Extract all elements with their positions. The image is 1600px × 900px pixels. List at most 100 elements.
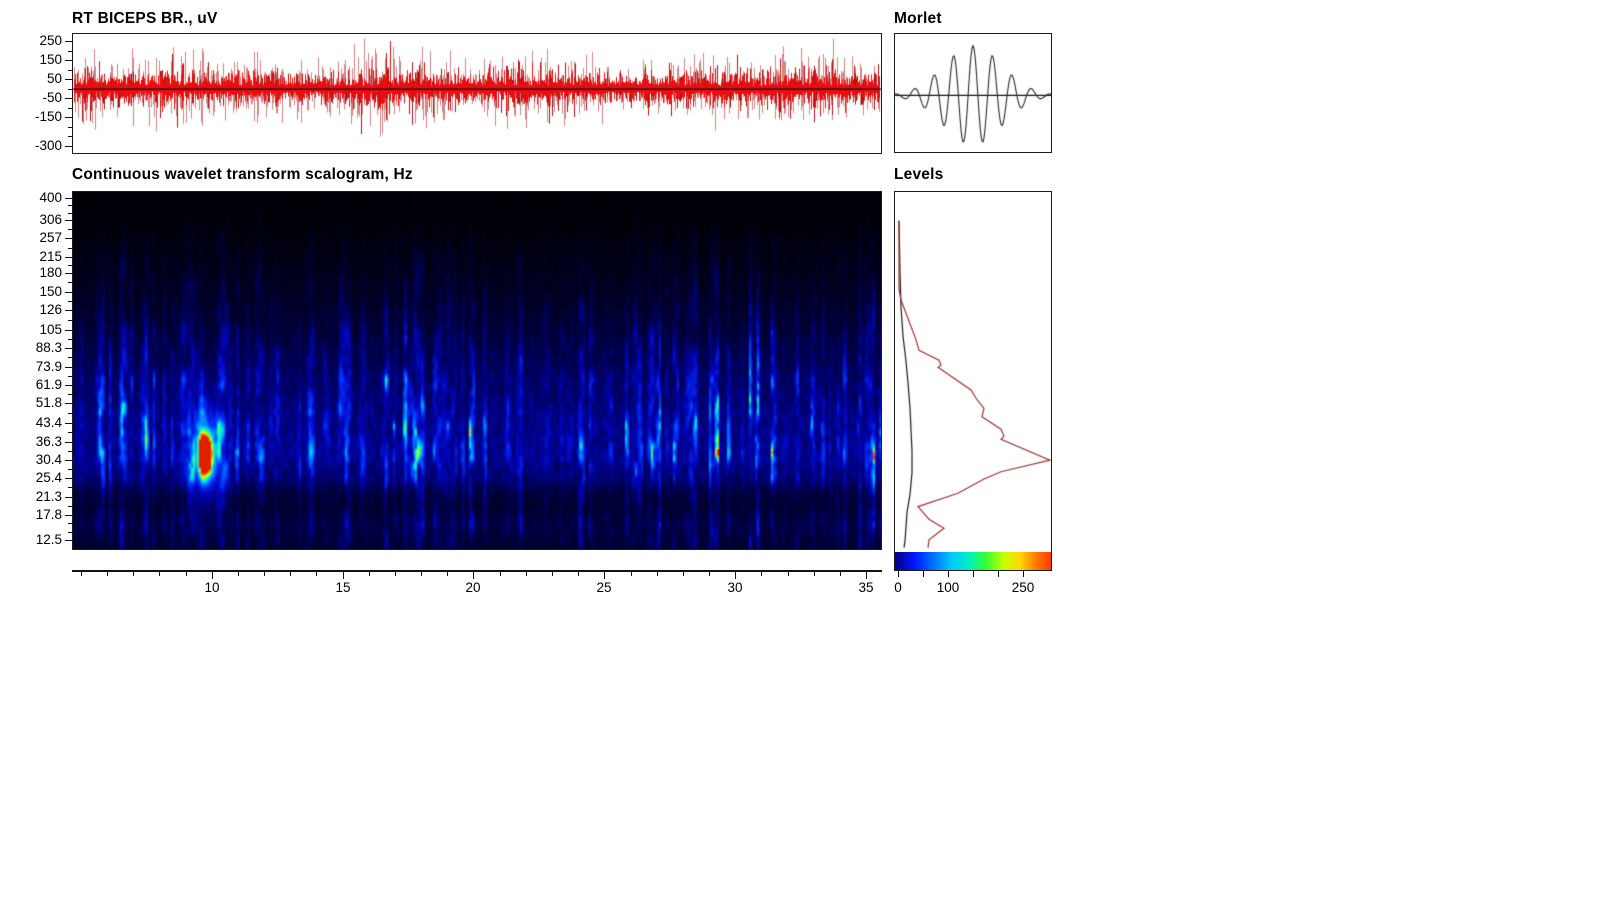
- scalogram-y-minor-tick: [68, 506, 72, 507]
- emg-y-tick: [65, 41, 72, 42]
- time-axis-tick: [604, 572, 605, 579]
- time-axis-tick: [473, 572, 474, 579]
- time-axis-tick: [761, 572, 762, 576]
- morlet-title: Morlet: [894, 10, 942, 27]
- scalogram-y-tick: [65, 238, 72, 239]
- time-axis-tick: [683, 572, 684, 576]
- emg-y-tick: [68, 108, 72, 109]
- levels-axis-label: 100: [936, 580, 960, 595]
- emg-y-tick: [68, 70, 72, 71]
- scalogram-y-tick-label: 215: [39, 249, 62, 264]
- scalogram-y-tick-label: 51.8: [35, 395, 62, 410]
- scalogram-y-tick: [65, 385, 72, 386]
- scalogram-heatmap: [73, 192, 881, 549]
- time-axis-tick: [238, 572, 239, 576]
- levels-axis-tick: [923, 571, 924, 577]
- scalogram-y-minor-tick: [68, 451, 72, 452]
- time-axis-tick: [866, 572, 867, 579]
- emg-y-tick: [68, 127, 72, 128]
- scalogram-y-tick: [65, 257, 72, 258]
- time-axis-tick: [133, 572, 134, 576]
- levels-colorbar: [895, 552, 1051, 570]
- time-axis-tick: [81, 572, 82, 576]
- emg-y-tick: [65, 79, 72, 80]
- time-axis-tick: [395, 572, 396, 576]
- scalogram-y-tick-label: 61.9: [35, 377, 62, 392]
- time-axis-tick: [631, 572, 632, 576]
- emg-y-tick: [65, 60, 72, 61]
- time-axis-tick: [107, 572, 108, 576]
- scalogram-y-tick: [65, 310, 72, 311]
- scalogram-y-minor-tick: [68, 265, 72, 266]
- scalogram-y-minor-tick: [68, 301, 72, 302]
- emg-y-tick: [68, 51, 72, 52]
- scalogram-y-tick-label: 105: [39, 322, 62, 337]
- scalogram-y-minor-tick: [68, 248, 72, 249]
- emg-title: RT BICEPS BR., uV: [72, 10, 218, 27]
- scalogram-y-tick-label: 73.9: [35, 359, 62, 374]
- scalogram-y-tick-label: 43.4: [35, 415, 62, 430]
- levels-panel: [894, 191, 1052, 571]
- levels-plot: [895, 192, 1051, 552]
- scalogram-y-tick-label: 17.8: [35, 507, 62, 522]
- levels-title: Levels: [894, 166, 944, 183]
- scalogram-title: Continuous wavelet transform scalogram, …: [72, 166, 413, 183]
- emg-y-tick-label: 50: [46, 71, 62, 86]
- emg-y-tick: [65, 146, 72, 147]
- time-axis-tick: [316, 572, 317, 576]
- time-axis-tick: [186, 572, 187, 576]
- scalogram-y-minor-tick: [68, 213, 72, 214]
- time-axis-label: 15: [335, 580, 351, 595]
- levels-axis-tick: [973, 571, 974, 577]
- emg-y-tick: [68, 89, 72, 90]
- time-axis-tick: [814, 572, 815, 576]
- emg-y-tick-label: -50: [42, 90, 62, 105]
- levels-curves: [895, 192, 1051, 552]
- scalogram-y-tick: [65, 220, 72, 221]
- levels-axis-label: 250: [1011, 580, 1035, 595]
- scalogram-y-minor-tick: [68, 487, 72, 488]
- scalogram-y-tick-label: 306: [39, 212, 62, 227]
- scalogram-y-tick: [65, 348, 72, 349]
- time-axis-tick: [788, 572, 789, 576]
- emg-y-tick-label: 150: [39, 52, 62, 67]
- time-axis-tick: [500, 572, 501, 576]
- time-axis-tick: [447, 572, 448, 576]
- time-axis-label: 35: [858, 580, 874, 595]
- scalogram-y-tick: [65, 273, 72, 274]
- scalogram-y-minor-tick: [68, 357, 72, 358]
- scalogram-y-minor-tick: [68, 339, 72, 340]
- scalogram-y-tick-label: 25.4: [35, 470, 62, 485]
- morlet-wavelet: [895, 34, 1051, 152]
- scalogram-y-tick-label: 400: [39, 190, 62, 205]
- levels-axis-label: 0: [894, 580, 902, 595]
- time-axis-label: 25: [596, 580, 612, 595]
- scalogram-y-tick: [65, 330, 72, 331]
- time-axis-label: 20: [465, 580, 481, 595]
- scalogram-y-minor-tick: [68, 320, 72, 321]
- scalogram-y-tick: [65, 460, 72, 461]
- time-axis-tick: [343, 572, 344, 579]
- scalogram-y-tick-label: 12.5: [35, 532, 62, 547]
- scalogram-y-tick: [65, 198, 72, 199]
- time-axis-label: 10: [204, 580, 220, 595]
- scalogram-y-minor-tick: [68, 376, 72, 377]
- morlet-panel: [894, 33, 1052, 153]
- scalogram-y-minor-tick: [68, 205, 72, 206]
- scalogram-y-minor-tick: [68, 282, 72, 283]
- scalogram-y-tick-label: 180: [39, 265, 62, 280]
- emg-y-tick-label: -300: [34, 138, 62, 153]
- time-axis-tick: [290, 572, 291, 576]
- scalogram-y-tick-label: 36.3: [35, 434, 62, 449]
- scalogram-y-tick: [65, 442, 72, 443]
- scalogram-y-minor-tick: [68, 394, 72, 395]
- scalogram-y-tick: [65, 540, 72, 541]
- time-axis-tick: [657, 572, 658, 576]
- scalogram-y-tick-label: 30.4: [35, 452, 62, 467]
- time-axis-tick: [578, 572, 579, 576]
- emg-y-tick: [65, 117, 72, 118]
- levels-axis-tick: [898, 571, 899, 577]
- emg-y-tick-label: -150: [34, 109, 62, 124]
- time-axis-tick: [840, 572, 841, 576]
- scalogram-y-minor-tick: [68, 413, 72, 414]
